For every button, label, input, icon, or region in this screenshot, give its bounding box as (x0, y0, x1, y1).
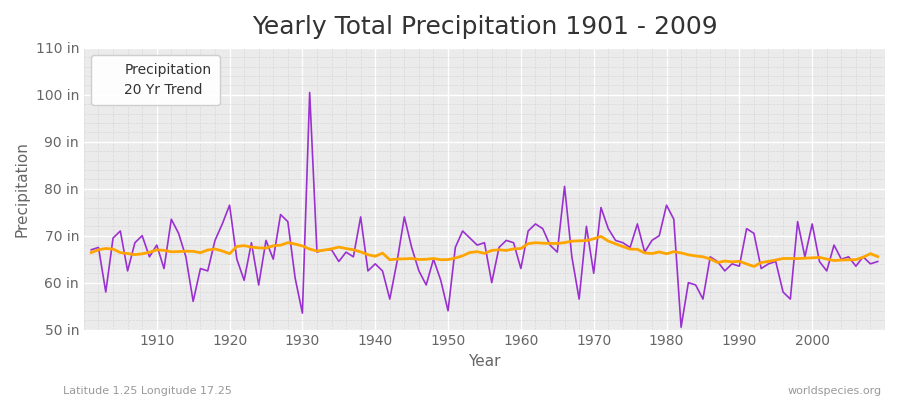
Precipitation (516, 266, 526, 271)
X-axis label: Year: Year (468, 354, 500, 369)
20 Yr Trend (872, 254, 883, 259)
Precipitation (610, 238, 621, 243)
Text: worldspecies.org: worldspecies.org (788, 386, 882, 396)
20 Yr Trend (508, 246, 519, 251)
20 Yr Trend (610, 242, 621, 246)
Precipitation (311, 250, 322, 254)
Precipitation (676, 325, 687, 330)
20 Yr Trend (348, 247, 359, 252)
Y-axis label: Precipitation: Precipitation (15, 141, 30, 237)
Precipitation (304, 90, 315, 95)
Line: Precipitation: Precipitation (91, 92, 878, 327)
Title: Yearly Total Precipitation 1901 - 2009: Yearly Total Precipitation 1901 - 2009 (252, 15, 717, 39)
Text: Latitude 1.25 Longitude 17.25: Latitude 1.25 Longitude 17.25 (63, 386, 232, 396)
Line: 20 Yr Trend: 20 Yr Trend (91, 236, 878, 266)
Precipitation (356, 214, 366, 219)
Precipitation (523, 228, 534, 233)
20 Yr Trend (144, 250, 155, 255)
Precipitation (144, 254, 155, 259)
Precipitation (872, 259, 883, 264)
20 Yr Trend (86, 250, 96, 255)
20 Yr Trend (304, 247, 315, 252)
20 Yr Trend (516, 246, 526, 251)
20 Yr Trend (596, 234, 607, 239)
20 Yr Trend (749, 264, 760, 269)
Precipitation (86, 247, 96, 252)
Legend: Precipitation, 20 Yr Trend: Precipitation, 20 Yr Trend (91, 55, 220, 105)
